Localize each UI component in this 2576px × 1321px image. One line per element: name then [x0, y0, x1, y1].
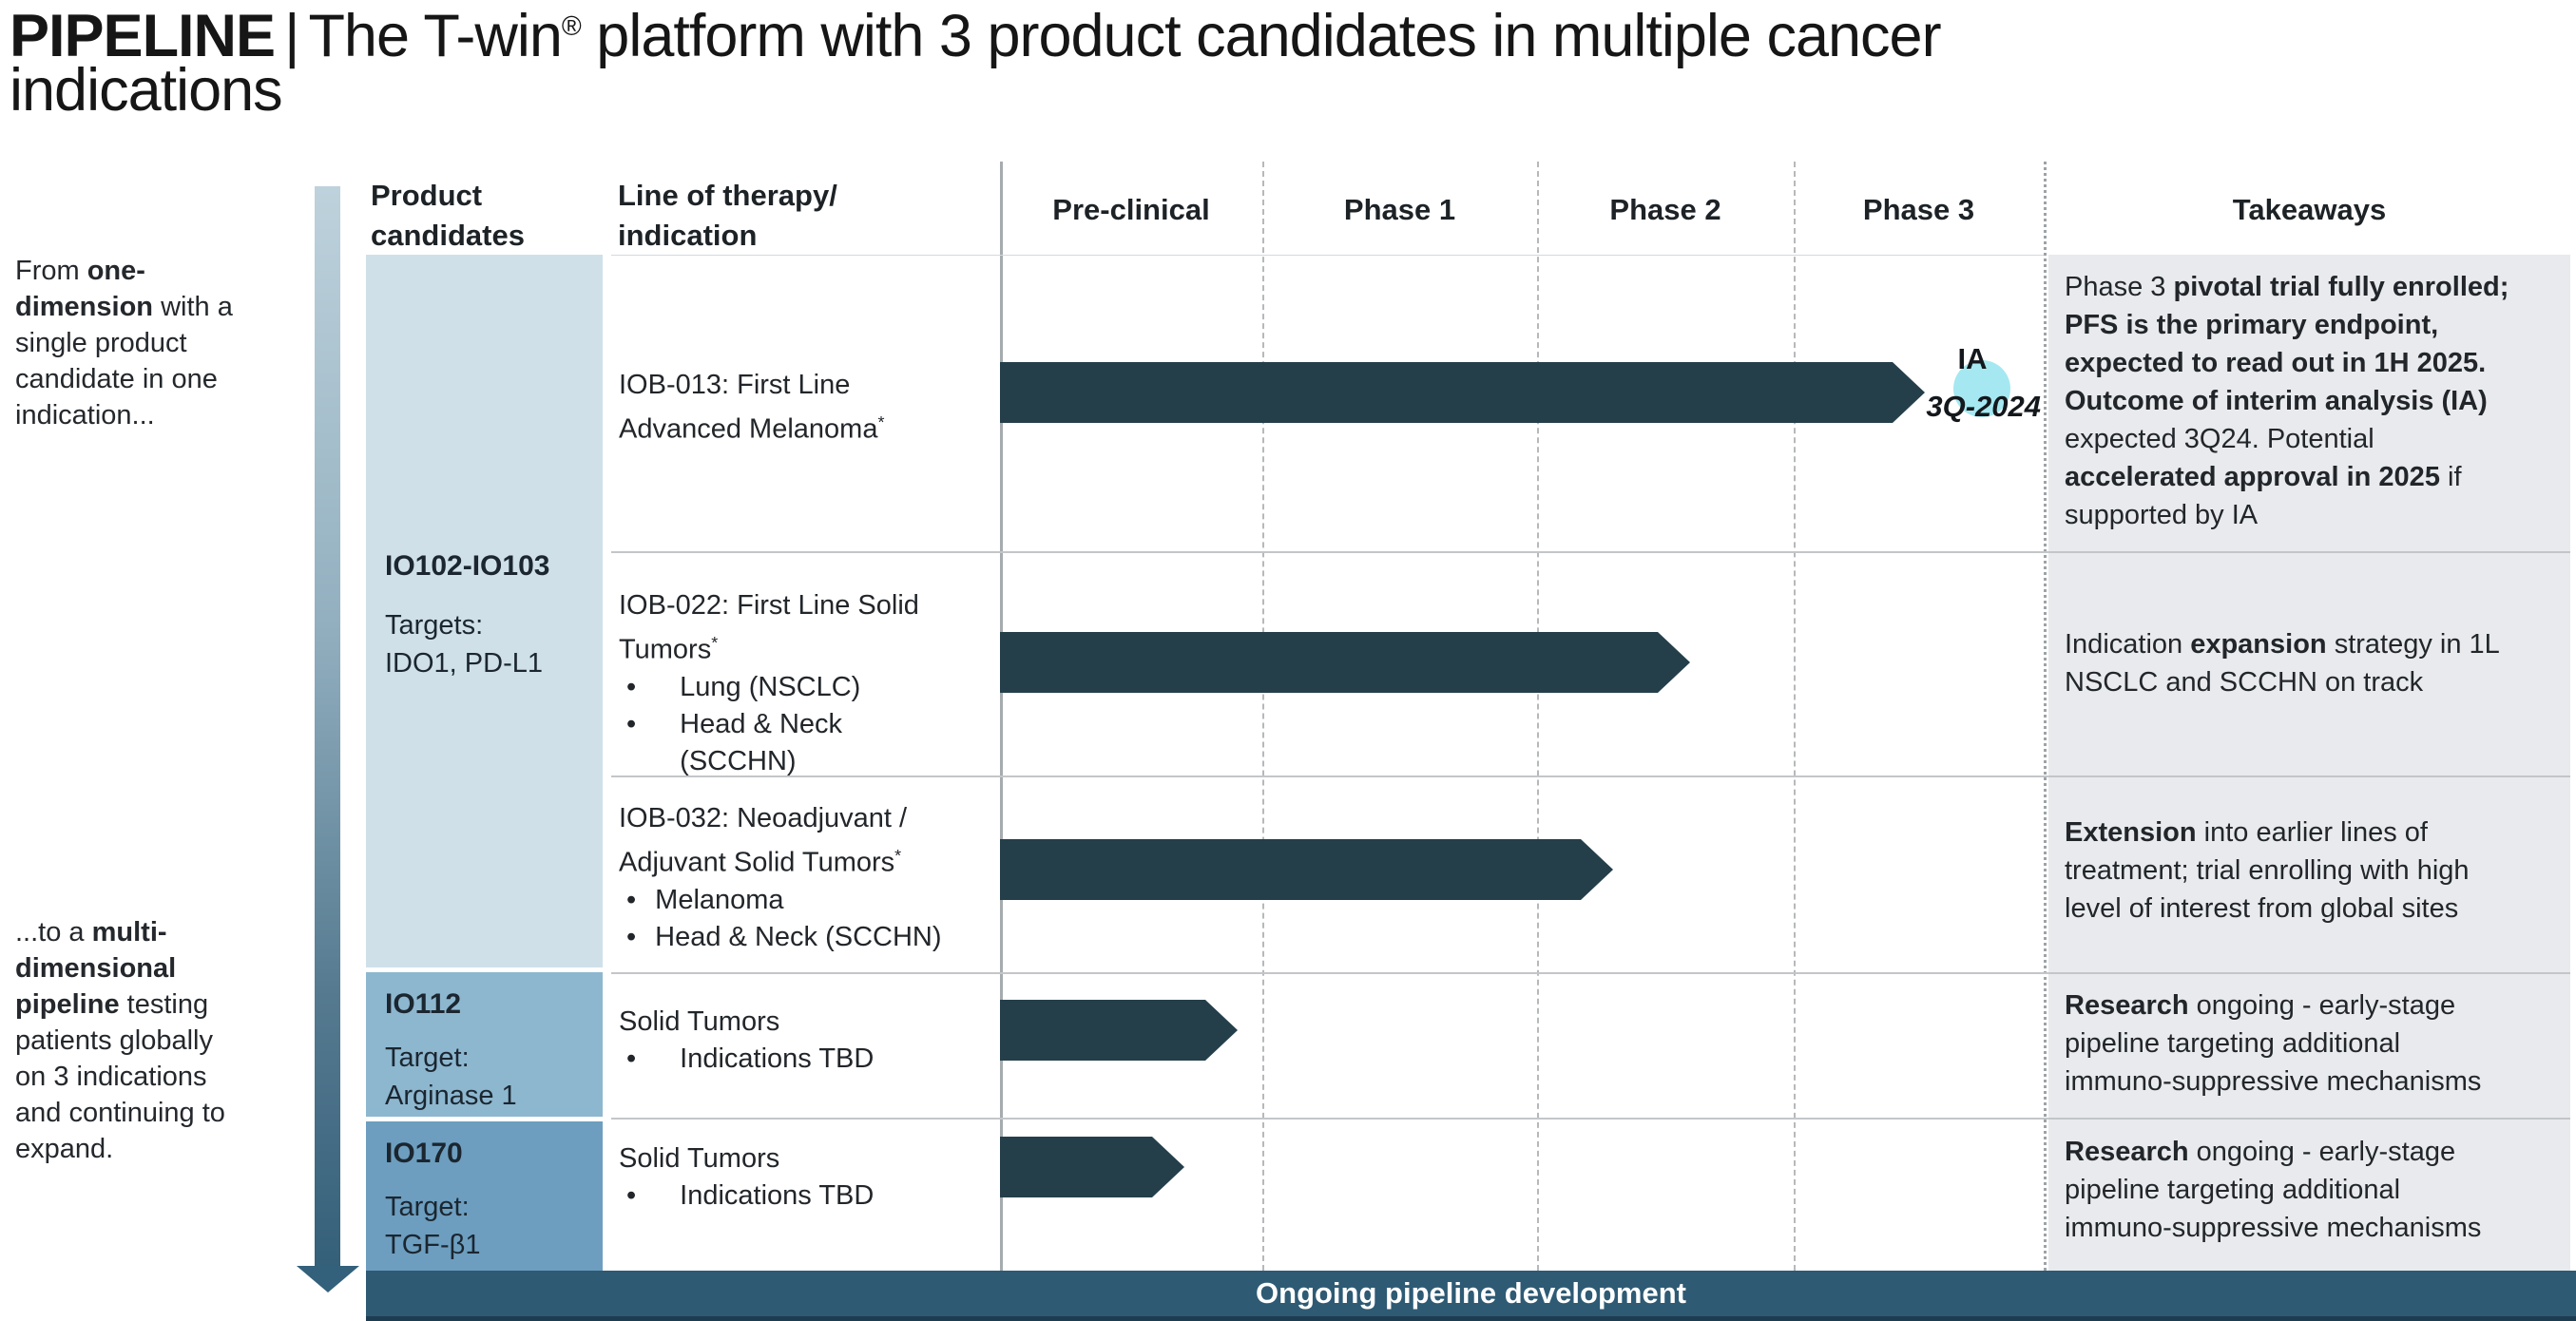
registered-mark: ®	[561, 11, 582, 42]
takeaway-io170: Research ongoing - early-stage pipeline …	[2065, 1137, 2482, 1243]
row-divider	[611, 972, 2570, 974]
col-header-phase-2: Phase 2	[1609, 193, 1721, 226]
down-arrow-icon	[297, 1266, 359, 1292]
gridline-takeaways	[2044, 162, 2047, 1271]
row-divider	[611, 1118, 2570, 1120]
product-block-io112: IO112 Target: Arginase 1	[366, 972, 603, 1117]
row-divider	[611, 255, 2044, 256]
ongoing-development-bar: Ongoing pipeline development	[366, 1271, 2576, 1316]
therapy-cell-iob-013: IOB-013: First Line Advanced Melanoma*	[619, 367, 993, 449]
page-title: PIPELINE | The T-win® platform with 3 prod…	[10, 0, 2572, 121]
gridline-phase3	[1794, 162, 1796, 1271]
product-name: IO102-IO103	[385, 550, 550, 582]
product-target-label: Target:	[385, 1192, 470, 1222]
product-targets: TGF-β1	[385, 1230, 481, 1260]
row-divider	[611, 551, 2570, 553]
takeaway-io112: Research ongoing - early-stage pipeline …	[2065, 990, 2482, 1097]
product-name: IO112	[385, 988, 462, 1020]
therapy-cell-io112: Solid Tumors Indications TBD	[619, 1004, 993, 1078]
col-header-line-of-therapy: Line of therapy/ indication	[618, 179, 837, 252]
program-label: IOB-022: First Line Solid Tumors	[619, 590, 919, 665]
title-separator: |	[284, 3, 299, 69]
phase-arrow-io170	[1000, 1137, 1184, 1197]
product-name: IO170	[385, 1138, 463, 1169]
footnote-asterisk: *	[711, 633, 719, 652]
row-divider	[611, 775, 2570, 777]
phase-arrow-io112	[1000, 1000, 1238, 1061]
bar-bottom-edge	[366, 1316, 2576, 1321]
down-arrow-shaft	[315, 186, 340, 1266]
therapy-cell-iob-032: IOB-032: Neoadjuvant / Adjuvant Solid Tu…	[619, 800, 993, 956]
gridline-phase2	[1537, 162, 1539, 1271]
product-targets: Arginase 1	[385, 1081, 517, 1111]
col-header-pre-clinical: Pre-clinical	[1052, 193, 1210, 226]
indication-bullet: Indications TBD	[619, 1041, 993, 1078]
footnote-asterisk: *	[894, 846, 902, 865]
takeaway-iob-032: Extension into earlier lines of treatmen…	[2065, 817, 2470, 924]
phase-arrow-iob-032	[1000, 839, 1613, 900]
title-rest: platform with 3 product candidates in mu…	[10, 3, 1942, 124]
gridline-preclinical-start	[1000, 162, 1003, 1271]
milestone-label: IA	[1957, 342, 1988, 375]
indication-bullet: Indications TBD	[619, 1177, 993, 1215]
product-block-io170: IO170 Target: TGF-β1	[366, 1121, 603, 1271]
col-header-takeaways: Takeaways	[2232, 193, 2387, 226]
side-note-multi-dimensional: ...to a multi- dimensional pipeline test…	[15, 917, 225, 1164]
product-target-label: Target:	[385, 1043, 470, 1073]
product-block-io102-io103: IO102-IO103 Targets: IDO1, PD-L1	[366, 255, 603, 967]
indication-bullet: Head & Neck (SCCHN)	[619, 706, 993, 780]
indication-bullet: Head & Neck (SCCHN)	[619, 919, 993, 956]
therapy-cell-iob-022: IOB-022: First Line Solid Tumors* Lung (…	[619, 587, 993, 780]
side-note-one-dimension: From one- dimension with a single produc…	[15, 256, 233, 431]
indication-bullet: Melanoma	[619, 882, 993, 919]
col-header-product-candidates: Product candidates	[371, 179, 525, 252]
therapy-cell-io170: Solid Tumors Indications TBD	[619, 1140, 993, 1215]
program-label: Solid Tumors	[619, 1006, 780, 1037]
milestone-date: 3Q-2024	[1926, 390, 2041, 423]
takeaway-iob-013: Phase 3 pivotal trial fully enrolled; PF…	[2065, 272, 2509, 530]
takeaways-panel	[2048, 255, 2570, 1271]
product-target-label: Targets:	[385, 610, 484, 641]
phase-arrow-iob-013	[1000, 362, 1925, 423]
program-label: IOB-013: First Line Advanced Melanoma	[619, 370, 878, 445]
footnote-asterisk: *	[877, 412, 885, 431]
title-brand: PIPELINE	[10, 3, 276, 69]
takeaway-iob-022: Indication expansion strategy in 1L NSCL…	[2065, 629, 2500, 698]
program-label: IOB-032: Neoadjuvant / Adjuvant Solid Tu…	[619, 803, 908, 878]
phase-arrow-iob-022	[1000, 632, 1690, 693]
program-label: Solid Tumors	[619, 1143, 780, 1174]
col-header-phase-1: Phase 1	[1343, 193, 1456, 226]
ongoing-development-label: Ongoing pipeline development	[1256, 1276, 1686, 1310]
indication-bullet: Lung (NSCLC)	[619, 669, 993, 706]
gridline-phase1	[1262, 162, 1264, 1271]
milestone-circle	[1953, 360, 2010, 417]
product-targets: IDO1, PD-L1	[385, 648, 543, 679]
title-platform: The T-win	[308, 3, 562, 69]
col-header-phase-3: Phase 3	[1862, 193, 1975, 226]
